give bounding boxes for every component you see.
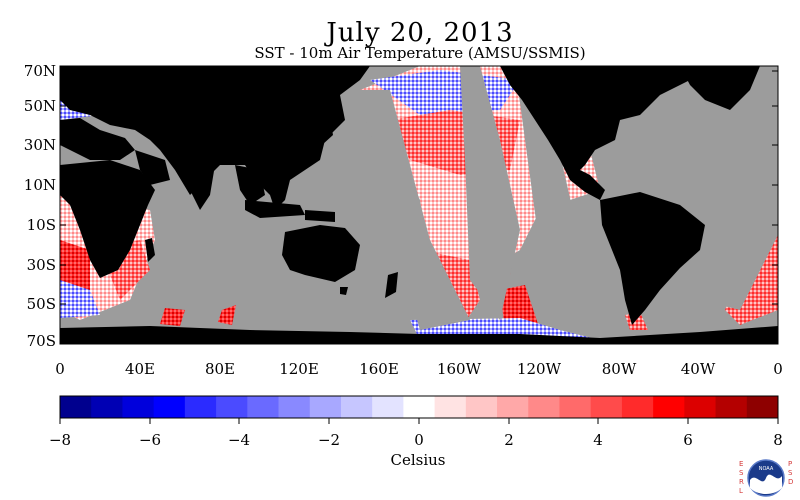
- anomaly-region-southern-ocean-patch-1: [160, 308, 185, 326]
- logo-right-letter: S: [788, 469, 793, 477]
- lat-label: 30N: [24, 136, 56, 154]
- colorbar-tick-label: −8: [49, 431, 71, 449]
- landmass-north-america: [500, 66, 700, 175]
- colorbar-tick-label: −2: [318, 431, 340, 449]
- landmass-japan: [318, 118, 333, 145]
- colorbar-swatch: [559, 396, 592, 418]
- colorbar-swatch: [528, 396, 560, 418]
- landmass-arabia: [135, 150, 170, 185]
- landmass-madagascar: [145, 238, 155, 262]
- colorbar-swatches: [60, 396, 779, 418]
- lat-label: 70S: [27, 332, 56, 350]
- lon-label: 80W: [602, 360, 637, 378]
- colorbar-swatch: [91, 396, 123, 418]
- colorbar-swatch: [122, 396, 155, 418]
- anomaly-region-southern-ocean-patch-2: [218, 305, 236, 325]
- colorbar-swatch: [621, 396, 654, 418]
- colorbar-tick-label: 2: [504, 431, 514, 449]
- lat-label: 30S: [27, 256, 56, 274]
- colorbar-tick-label: 6: [683, 431, 693, 449]
- lat-label: 50S: [27, 295, 56, 313]
- colorbar-swatch: [684, 396, 717, 418]
- logo-right-letter: P: [788, 460, 792, 468]
- colorbar-swatch: [746, 396, 779, 418]
- colorbar-tick-label: −4: [228, 431, 250, 449]
- lat-label: 10N: [24, 176, 56, 194]
- landmass-new-zealand: [385, 272, 398, 298]
- land-masses: [60, 66, 778, 344]
- landmass-india: [180, 165, 215, 210]
- colorbar-tick-label: 8: [773, 431, 783, 449]
- colorbar-swatch: [60, 396, 92, 418]
- lon-label: 40E: [125, 360, 155, 378]
- colorbar: −8 −6 −4 −2 0 2 4 6 8: [49, 395, 783, 449]
- colorbar-swatch: [715, 396, 748, 418]
- landmass-antarctica: [60, 326, 778, 344]
- logo-left-letter: E: [739, 460, 743, 468]
- landmass-tasmania: [340, 287, 348, 295]
- colorbar-swatch: [309, 396, 342, 418]
- noaa-logo: E S R L P S D NOAA: [739, 459, 793, 497]
- longitude-labels: 0 40E 80E 120E 160E 160W 120W 80W 40W 0: [55, 360, 783, 378]
- colorbar-swatch: [340, 396, 373, 418]
- logo-left-letter: R: [739, 478, 744, 486]
- noaa-bird-icon: [750, 474, 782, 494]
- landmass-central-america: [560, 160, 605, 200]
- colorbar-tick-labels: −8 −6 −4 −2 0 2 4 6 8: [49, 431, 783, 449]
- colorbar-swatch: [216, 396, 248, 418]
- landmass-africa: [60, 160, 155, 278]
- map-panel: 70N 50N 30N 10N 10S 30S 50S 70S: [24, 62, 783, 378]
- colorbar-ticks: [59, 418, 779, 424]
- lon-label: 0: [55, 360, 65, 378]
- lat-label: 10S: [27, 216, 56, 234]
- colorbar-swatch: [434, 396, 467, 418]
- colorbar-swatch: [465, 396, 498, 418]
- lon-label: 160W: [437, 360, 482, 378]
- logo-right-letter: D: [788, 478, 793, 486]
- lat-label: 70N: [24, 62, 56, 80]
- landmass-new-guinea: [305, 210, 335, 222]
- lon-label: 0: [773, 360, 783, 378]
- logo-left-letter: L: [739, 487, 743, 495]
- colorbar-title: Celsius: [390, 451, 446, 469]
- colorbar-swatch: [278, 396, 311, 418]
- lon-label: 80E: [205, 360, 235, 378]
- lon-label: 120W: [517, 360, 562, 378]
- lon-label: 160E: [359, 360, 399, 378]
- landmass-indochina: [235, 165, 265, 205]
- colorbar-swatch: [497, 396, 529, 418]
- longitude-ticks: [59, 338, 779, 344]
- landmass-greenland: [680, 66, 760, 110]
- colorbar-swatch: [372, 396, 404, 418]
- map-title: July 20, 2013: [326, 18, 514, 48]
- colorbar-swatch: [403, 396, 436, 418]
- swath-gaps: [355, 66, 778, 330]
- colorbar-tick-label: 0: [414, 431, 424, 449]
- logo-left-letter: S: [739, 469, 744, 477]
- colorbar-tick-label: 4: [593, 431, 603, 449]
- lon-label: 40W: [681, 360, 716, 378]
- colorbar-swatch: [247, 396, 280, 418]
- latitude-labels: 70N 50N 30N 10N 10S 30S 50S 70S: [24, 62, 56, 350]
- lon-label: 120E: [279, 360, 319, 378]
- anomaly-region-south-atlantic-cool: [60, 280, 100, 318]
- map-subtitle: SST - 10m Air Temperature (AMSU/SSMIS): [254, 44, 586, 62]
- colorbar-swatch: [184, 396, 217, 418]
- landmass-eurasia: [60, 66, 370, 210]
- landmass-europe-north: [60, 118, 135, 160]
- colorbar-swatch: [653, 396, 685, 418]
- colorbar-tick-label: −6: [139, 431, 161, 449]
- colorbar-swatch: [590, 396, 623, 418]
- landmass-indonesia: [245, 200, 305, 218]
- landmass-south-america: [600, 192, 705, 325]
- lat-label: 50N: [24, 97, 56, 115]
- landmass-australia: [282, 225, 360, 282]
- colorbar-swatch: [153, 396, 186, 418]
- logo-noaa-text: NOAA: [759, 466, 774, 472]
- latitude-ticks: [60, 70, 778, 342]
